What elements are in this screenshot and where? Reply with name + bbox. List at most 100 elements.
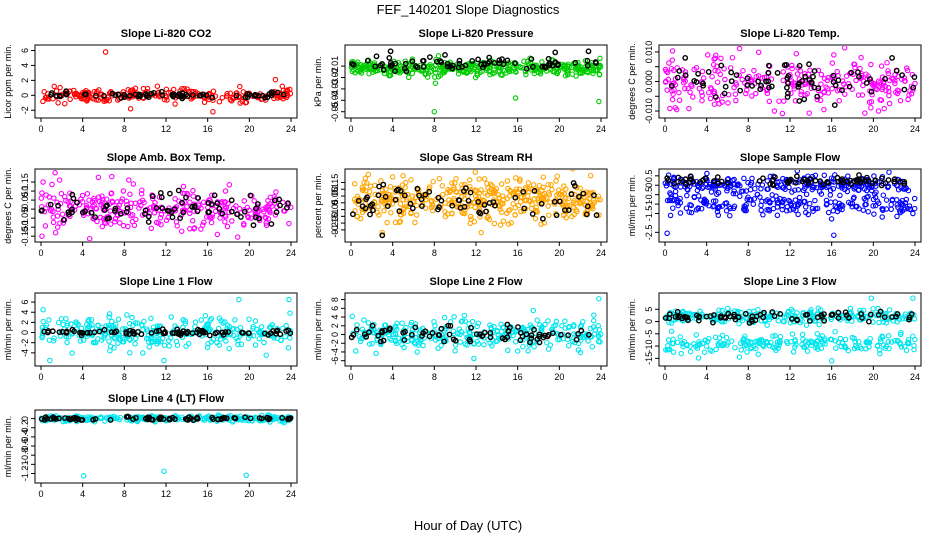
data-point [109,198,115,205]
y-tick-label: 4 [20,310,30,315]
selected-point [268,221,275,227]
data-point [517,199,524,205]
data-point [52,170,58,176]
selected-point [438,197,445,204]
data-point [164,97,170,103]
data-point [792,338,798,344]
data-point [49,181,55,188]
data-point [853,203,859,210]
x-tick-label: 8 [746,372,751,382]
data-point [586,190,592,196]
data-point [587,325,594,332]
selected-point [56,415,62,422]
selected-point [794,173,800,180]
data-point [816,321,822,328]
selected-point [856,172,862,178]
selected-point [755,78,761,85]
y-tick-label: -4 [20,349,30,357]
selected-point [481,329,488,336]
data-point [287,310,293,316]
x-tick-label: 12 [471,124,481,134]
data-point [218,318,224,324]
x-tick-label: 12 [161,248,171,258]
data-point [455,67,462,74]
data-point [880,342,887,348]
data-point [775,345,781,351]
data-point [245,335,252,342]
data-point [372,191,378,198]
selected-point [367,211,373,218]
panel-y-axis-label: percent per min. [313,173,323,238]
data-point [484,180,490,187]
selected-point [891,178,898,185]
data-point [582,57,589,64]
data-point [185,340,192,347]
x-tick-label: 20 [554,372,564,382]
figure-x-axis-label: Hour of Day (UTC) [414,518,522,533]
data-point [730,177,736,184]
data-point [842,336,849,343]
selected-point [145,219,152,225]
x-tick-label: 12 [785,124,795,134]
selected-point [419,333,425,339]
data-point [129,218,136,225]
data-point [691,194,698,201]
data-point [758,336,765,343]
data-point [793,341,799,348]
y-tick-label: 8 [330,297,340,302]
data-point [596,326,602,333]
data-point [797,68,804,74]
data-point [724,176,731,183]
data-point [885,68,891,74]
data-point [379,187,386,194]
y-tick-label: 0 [20,416,30,421]
data-point [596,98,602,105]
data-point [190,187,196,194]
selected-point [502,336,508,343]
selected-point [191,202,198,209]
y-tick-label: -1 [20,460,30,468]
selected-point [169,214,176,221]
data-point [868,104,874,111]
data-point [472,74,479,81]
data-point [548,182,554,188]
data-point [852,64,858,71]
x-tick-label: 4 [80,372,85,382]
data-point [413,202,420,209]
selected-point [784,84,790,91]
data-point [663,68,670,74]
data-point [465,325,471,332]
data-point [591,312,597,318]
selected-point [418,203,425,210]
data-point [857,344,864,350]
data-point [287,335,293,341]
selected-point [875,311,882,318]
data-point [403,203,409,210]
selected-point [250,222,257,229]
data-point [875,108,882,114]
x-tick-label: 0 [662,372,667,382]
data-point [351,181,358,187]
data-point [90,339,97,346]
selected-point [429,329,436,336]
data-point [204,344,211,351]
x-tick-label: 12 [161,124,171,134]
selected-point [392,60,399,67]
data-point [159,335,166,342]
point-layer [662,295,918,364]
selected-point [724,179,731,186]
selected-point [65,209,72,216]
data-point [780,69,787,75]
data-point [226,182,233,188]
data-point [51,335,57,341]
data-point [688,209,695,216]
selected-point [763,78,769,85]
selected-point [355,197,362,204]
selected-point [705,69,712,75]
data-point [863,197,869,203]
data-point [359,206,365,212]
data-point [469,318,476,325]
x-tick-label: 16 [203,372,213,382]
data-point [852,184,858,191]
data-point [103,196,110,202]
